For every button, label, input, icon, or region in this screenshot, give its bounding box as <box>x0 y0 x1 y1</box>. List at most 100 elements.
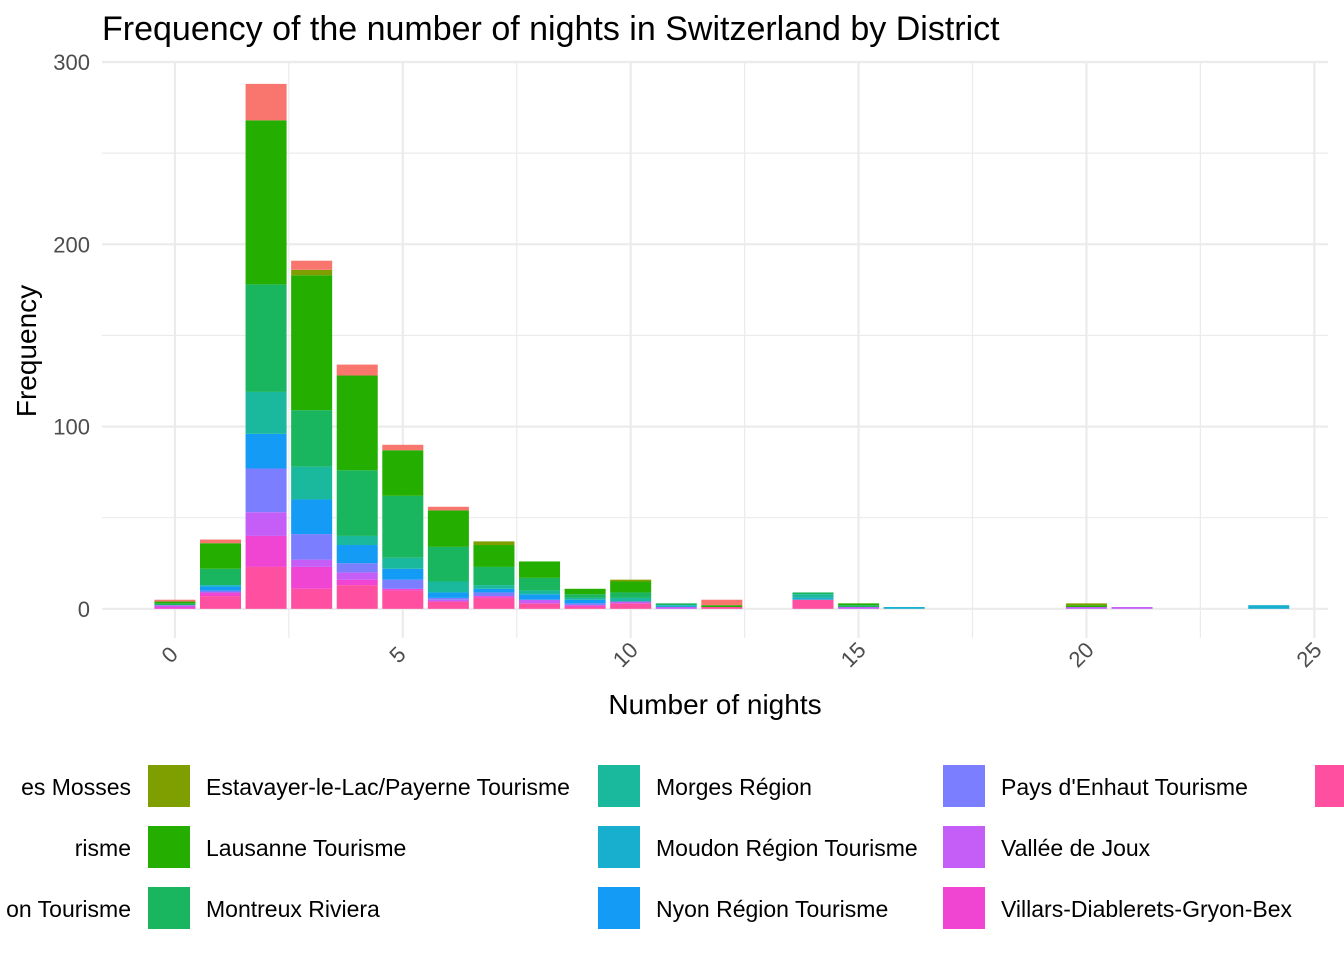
bar-segment <box>473 597 515 609</box>
legend-key <box>148 826 190 868</box>
bar-segment <box>655 605 697 608</box>
legend-key <box>598 887 640 929</box>
bar-segment <box>427 546 469 582</box>
bar-segment <box>199 592 242 597</box>
bar-segment <box>519 590 561 595</box>
bar-segment <box>245 512 287 536</box>
bar-segment <box>245 433 287 469</box>
bar-segment <box>564 594 606 598</box>
bar-segment <box>245 566 287 609</box>
legend-label: Vallée de Joux <box>1001 835 1151 861</box>
bar-segment <box>291 260 333 270</box>
legend-key <box>943 887 985 929</box>
bar-segment <box>883 607 925 609</box>
bar-segment <box>473 596 515 598</box>
bar-segment <box>427 601 469 609</box>
bar-segment <box>1111 607 1153 609</box>
y-tick-label: 100 <box>53 415 90 440</box>
bar-segment <box>473 566 515 586</box>
legend-key <box>598 765 640 807</box>
bar-segment <box>427 510 469 547</box>
bar-segment <box>154 601 196 604</box>
bar-segment <box>564 599 606 604</box>
bar-segment <box>427 599 469 602</box>
bar-segment <box>382 568 424 580</box>
bar-segment <box>336 470 378 536</box>
bar-segment <box>336 563 378 573</box>
bar-segment <box>245 120 287 285</box>
bar-segment <box>336 572 378 580</box>
bar-segment <box>473 592 515 597</box>
bar-segment <box>382 590 424 609</box>
legend-key <box>943 765 985 807</box>
bar-segment <box>427 581 469 593</box>
bar-segment <box>291 559 333 567</box>
bar-segment <box>382 495 424 558</box>
legend: es Mosses risme on Tourisme Estavayer-le-La… <box>6 765 1344 929</box>
legend-label: Moudon Région Tourisme <box>656 835 918 861</box>
y-tick-labels: 0 100 200 300 <box>53 50 90 622</box>
bar-segment <box>701 605 743 608</box>
bar-segment <box>655 607 697 609</box>
bar-segment <box>610 579 652 582</box>
bar-segment <box>199 590 242 593</box>
legend-label: Pays d'Enhaut Tourisme <box>1001 774 1248 800</box>
bar-segment <box>519 577 561 591</box>
bar-segment <box>291 534 333 560</box>
bar-segment <box>473 585 515 589</box>
legend-label: Estavayer-le-Lac/Payerne Tourisme <box>206 774 570 800</box>
bar-segment <box>792 594 834 598</box>
bar-segment <box>1065 603 1107 606</box>
x-tick-label: 10 <box>608 637 643 672</box>
bar-segment <box>154 599 196 602</box>
bar-segment <box>291 275 333 411</box>
legend-label: Morges Région <box>656 774 812 800</box>
chart-title: Frequency of the number of nights in Swi… <box>102 10 1000 48</box>
bar-segment <box>655 603 697 606</box>
bar-segment <box>792 592 834 595</box>
legend-key <box>148 887 190 929</box>
bar-segment <box>291 466 333 500</box>
bar-segment <box>610 601 652 604</box>
bar-segment <box>199 539 242 544</box>
bar-segment <box>701 607 743 609</box>
bar-segment <box>291 566 333 589</box>
legend-label: Lausanne Tourisme <box>206 835 406 861</box>
legend-key <box>943 826 985 868</box>
x-tick-label: 0 <box>156 642 182 668</box>
bar-segment <box>291 269 333 276</box>
bar-segment <box>610 592 652 598</box>
legend-label: Villars-Diablerets-Gryon-Bex <box>1001 896 1292 922</box>
bar-segment <box>564 605 606 608</box>
bar-segment <box>245 83 287 121</box>
bar-segment <box>1065 605 1107 608</box>
bar-segment <box>427 506 469 511</box>
bar-segment <box>336 545 378 564</box>
x-tick-labels: 0 5 10 15 20 25 <box>156 637 1326 672</box>
y-axis-title: Frequency <box>11 285 42 417</box>
bar-segment <box>1065 607 1107 609</box>
x-tick-label: 20 <box>1064 637 1099 672</box>
bar-segment <box>291 499 333 535</box>
bar-segment <box>838 603 880 606</box>
bar-segment <box>199 543 242 569</box>
bar-segment <box>291 410 333 467</box>
legend-key <box>1315 765 1344 807</box>
bar-segment <box>701 599 743 606</box>
bar-segment <box>245 284 287 392</box>
bar-segment <box>336 364 378 376</box>
bar-segment <box>519 599 561 604</box>
bar-segment <box>291 588 333 609</box>
bar-segment <box>564 607 606 609</box>
legend-label: risme <box>75 835 131 861</box>
bar-segment <box>838 607 880 609</box>
bar-segment <box>382 450 424 496</box>
bar-segment <box>564 603 606 606</box>
bar-segment <box>564 588 606 595</box>
bar-segment <box>610 597 652 602</box>
bar-segment <box>473 541 515 546</box>
bar-segment <box>245 391 287 434</box>
x-tick-label: 15 <box>836 637 871 672</box>
bar-segment <box>382 579 424 589</box>
